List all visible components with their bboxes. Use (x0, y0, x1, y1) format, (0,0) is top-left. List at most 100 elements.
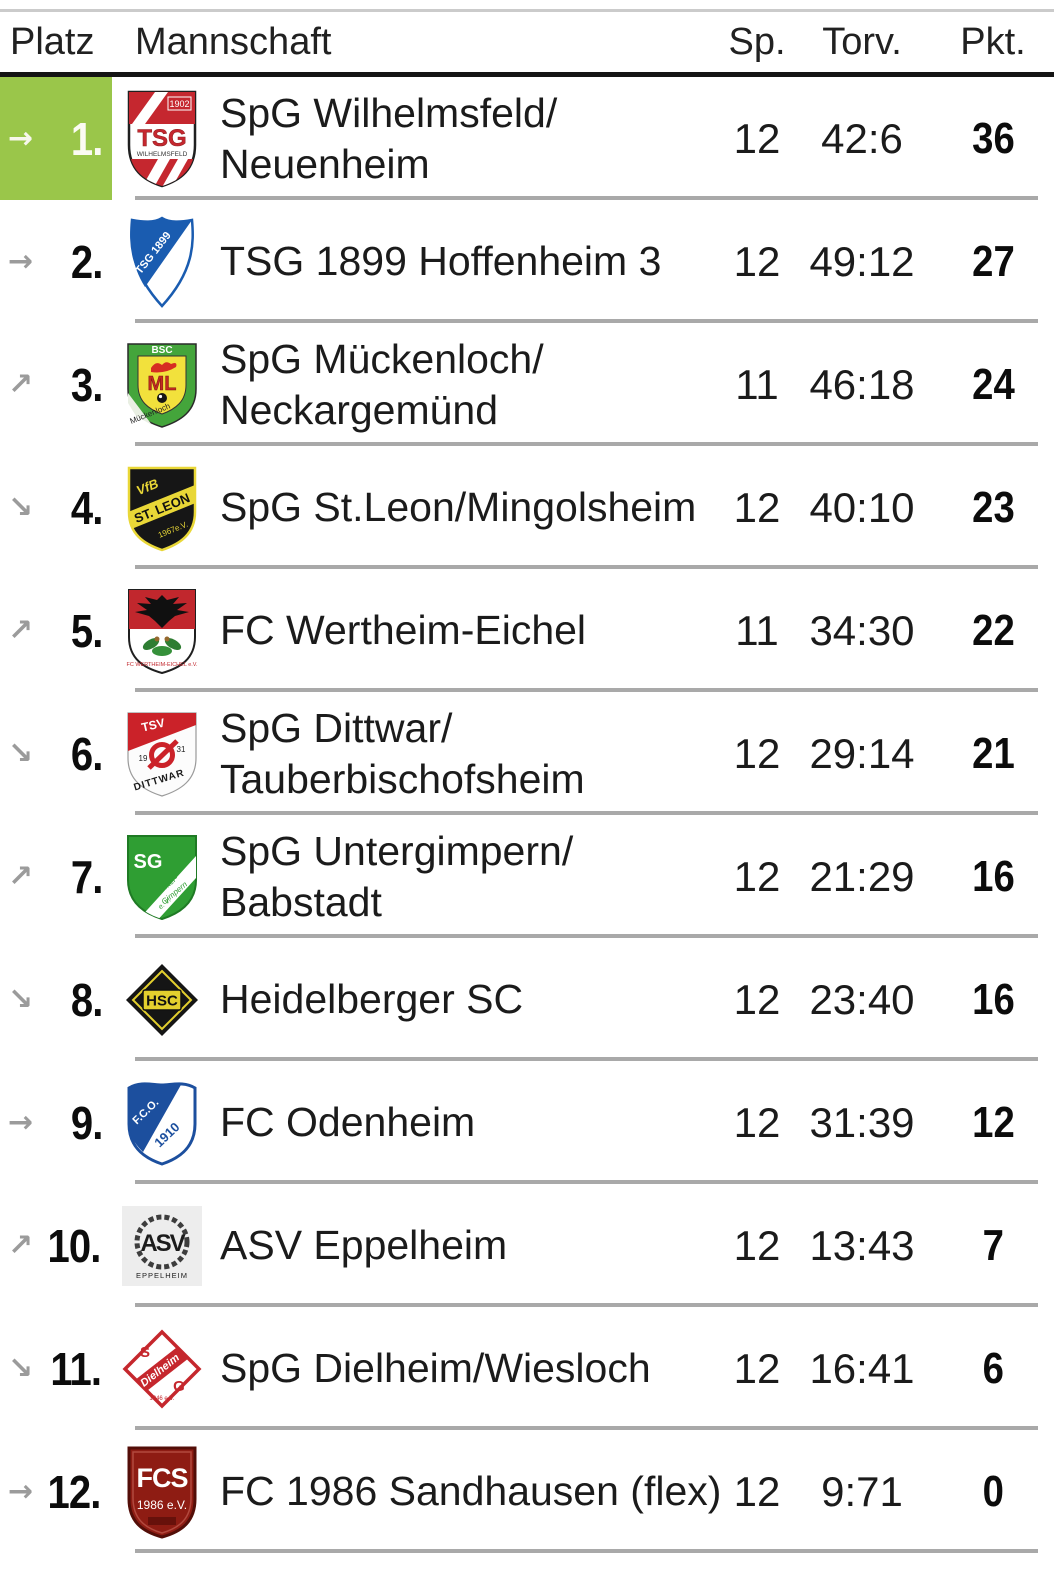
rank-cell: ↘ 6. (0, 692, 112, 815)
logo-fc-wertheim-eichel: FC WERTHEIM-EICHEL e.V. (112, 587, 212, 675)
matches-played: 12 (733, 729, 781, 777)
logo-asv-eppelheim: ASV EPPELHEIM (112, 1205, 212, 1286)
table-header: Platz Mannschaft Sp. Torv. Pkt. (0, 12, 1054, 77)
dittwar-crest-icon: TSV 19 31 DITTWAR (127, 711, 197, 797)
points: 22 (971, 605, 1015, 655)
points: 7 (982, 1220, 1004, 1270)
table-row-1[interactable]: → 1. 1902 TSG WILHELMSFELD S (0, 77, 1054, 200)
trend-down-icon: ↘ (8, 489, 34, 525)
team-name: FC 1986 Sandhausen (flex) (220, 1468, 722, 1514)
table-row-3[interactable]: ↗ 3. BSC ML Mückenloch SpG Mückenloch/ N… (0, 323, 1054, 446)
st-leon-crest-icon: ST. LEON VfB 1967e.V. (127, 466, 197, 551)
table-row-12[interactable]: → 12. FCS 1986 e.V. FC 1986 Sandhausen (… (0, 1430, 1054, 1553)
goal-ratio: 9:71 (821, 1467, 903, 1515)
goal-ratio: 29:14 (809, 729, 915, 777)
rank-label: 6. (70, 727, 104, 780)
rank-label: 10. (47, 1219, 102, 1272)
logo-text: 1986 e.V. (137, 1498, 187, 1512)
rank-cell: ↘ 11. (0, 1307, 112, 1430)
trend-right-icon: → (8, 243, 34, 279)
team-name: SpG Dielheim/Wiesloch (220, 1345, 651, 1391)
points: 24 (971, 359, 1015, 409)
rank-cell: ↗ 7. (0, 815, 112, 938)
goal-ratio: 16:41 (809, 1344, 915, 1392)
league-table: → 1. 1902 TSG WILHELMSFELD S (0, 77, 1054, 1553)
rank-cell: ↗ 3. (0, 323, 112, 446)
logo-bsc-mueckenloch: BSC ML Mückenloch (112, 341, 212, 429)
goal-ratio: 13:43 (809, 1221, 915, 1269)
matches-played: 11 (735, 606, 779, 654)
logo-text: BSC (151, 345, 172, 356)
table-row-7[interactable]: ↗ 7. SG Unter- Gimpern e. V. SpG Untergi… (0, 815, 1054, 938)
logo-text: FCS (137, 1463, 188, 1493)
rank-label: 9. (70, 1096, 104, 1149)
team-name: FC Odenheim (220, 1099, 476, 1145)
goal-ratio: 34:30 (809, 606, 915, 654)
team-name: SpG Mückenloch/ Neckargemünd (220, 335, 544, 433)
logo-text: EPPELHEIM (136, 1271, 188, 1280)
team-name: SpG Dittwar/ Tauberbischofsheim (220, 704, 585, 802)
points: 0 (982, 1466, 1004, 1516)
trend-up-icon: ↗ (8, 366, 34, 402)
table-row-6[interactable]: ↘ 6. TSV 19 31 DITTWAR SpG Dittwar/ Taub… (0, 692, 1054, 815)
rank-label: 4. (70, 481, 104, 534)
trend-right-icon: → (8, 1104, 34, 1140)
logo-text: TSG (137, 125, 186, 152)
logo-heidelberger-sc: HSC (112, 960, 212, 1040)
table-row-10[interactable]: ↗ 10. ASV EPPELHEIM ASV Eppelheim 12 13:… (0, 1184, 1054, 1307)
logo-text: ML (148, 373, 177, 395)
hsc-crest-icon: HSC (126, 963, 198, 1036)
logo-text: TSV (140, 715, 166, 734)
rank-label: 3. (70, 358, 104, 411)
header-platz: Platz (10, 20, 95, 63)
table-row-4[interactable]: ↘ 4. ST. LEON VfB 1967e.V. SpG St.Leon/M… (0, 446, 1054, 569)
logo-text: 31 (177, 745, 186, 754)
rank-cell: ↗ 5. (0, 569, 112, 692)
trend-up-icon: ↗ (8, 1227, 34, 1263)
team-name: TSG 1899 Hoffenheim 3 (220, 238, 662, 284)
hoffenheim-crest-icon: TSG 1899 Hoffenheim (130, 216, 194, 308)
points: 23 (971, 482, 1015, 532)
table-row-5[interactable]: ↗ 5. FC WERTHEIM-EICHEL e.V. FC Wertheim… (0, 569, 1054, 692)
rank-cell: ↗ 10. (0, 1184, 112, 1307)
matches-played: 12 (733, 852, 781, 900)
table-row-11[interactable]: ↘ 11. Dielheim S G 1946 e.V. SpG Dielhei… (0, 1307, 1054, 1430)
rank-cell: → 9. (0, 1061, 112, 1184)
goal-ratio: 23:40 (809, 975, 915, 1023)
team-name: SpG Wilhelmsfeld/ Neuenheim (220, 89, 558, 187)
table-row-2[interactable]: → 2. TSG 1899 Hoffenheim TSG 1899 Hoffen… (0, 200, 1054, 323)
matches-played: 12 (733, 975, 781, 1023)
rank-cell: ↘ 4. (0, 446, 112, 569)
rank-label: 12. (47, 1465, 102, 1518)
goal-ratio: 49:12 (809, 237, 915, 285)
header-pkt: Pkt. (960, 20, 1026, 63)
dielheim-crest-icon: Dielheim S G 1946 e.V. (122, 1329, 202, 1408)
matches-played: 11 (735, 360, 779, 408)
tsg-wilhelmsfeld-crest-icon: 1902 TSG WILHELMSFELD (127, 90, 197, 187)
rank-cell: → 1. (0, 77, 112, 200)
matches-played: 12 (733, 1221, 781, 1269)
rank-label: 2. (70, 235, 104, 288)
wertheim-eichel-crest-icon: FC WERTHEIM-EICHEL e.V. (126, 588, 198, 674)
logo-sg-untergimpern: SG Unter- Gimpern e. V. (112, 832, 212, 922)
trend-right-icon: → (8, 1473, 34, 1509)
goal-ratio: 46:18 (809, 360, 915, 408)
goal-ratio: 31:39 (809, 1098, 915, 1146)
odenheim-crest-icon: F.C.O. 1910 (127, 1081, 197, 1166)
trend-up-icon: ↗ (8, 612, 34, 648)
trend-down-icon: ↘ (8, 981, 34, 1017)
points: 16 (971, 974, 1015, 1024)
table-row-8[interactable]: ↘ 8. HSC Heidelberger SC 12 23:40 16 (0, 938, 1054, 1061)
logo-tsg-wilhelmsfeld: 1902 TSG WILHELMSFELD (112, 89, 212, 189)
team-name: ASV Eppelheim (220, 1222, 508, 1268)
team-name: SpG Untergimpern/ Babstadt (220, 827, 574, 925)
header-torv: Torv. (822, 20, 902, 63)
goal-ratio: 40:10 (809, 483, 915, 531)
matches-played: 12 (733, 1467, 781, 1515)
top-divider (0, 9, 1054, 12)
team-name: SpG St.Leon/Mingolsheim (220, 484, 697, 530)
trend-down-icon: ↘ (8, 1350, 34, 1386)
table-row-9[interactable]: → 9. F.C.O. 1910 FC Odenheim 12 31:39 12 (0, 1061, 1054, 1184)
points: 36 (971, 113, 1015, 163)
logo-tsg-1899-hoffenheim: TSG 1899 Hoffenheim (112, 215, 212, 309)
